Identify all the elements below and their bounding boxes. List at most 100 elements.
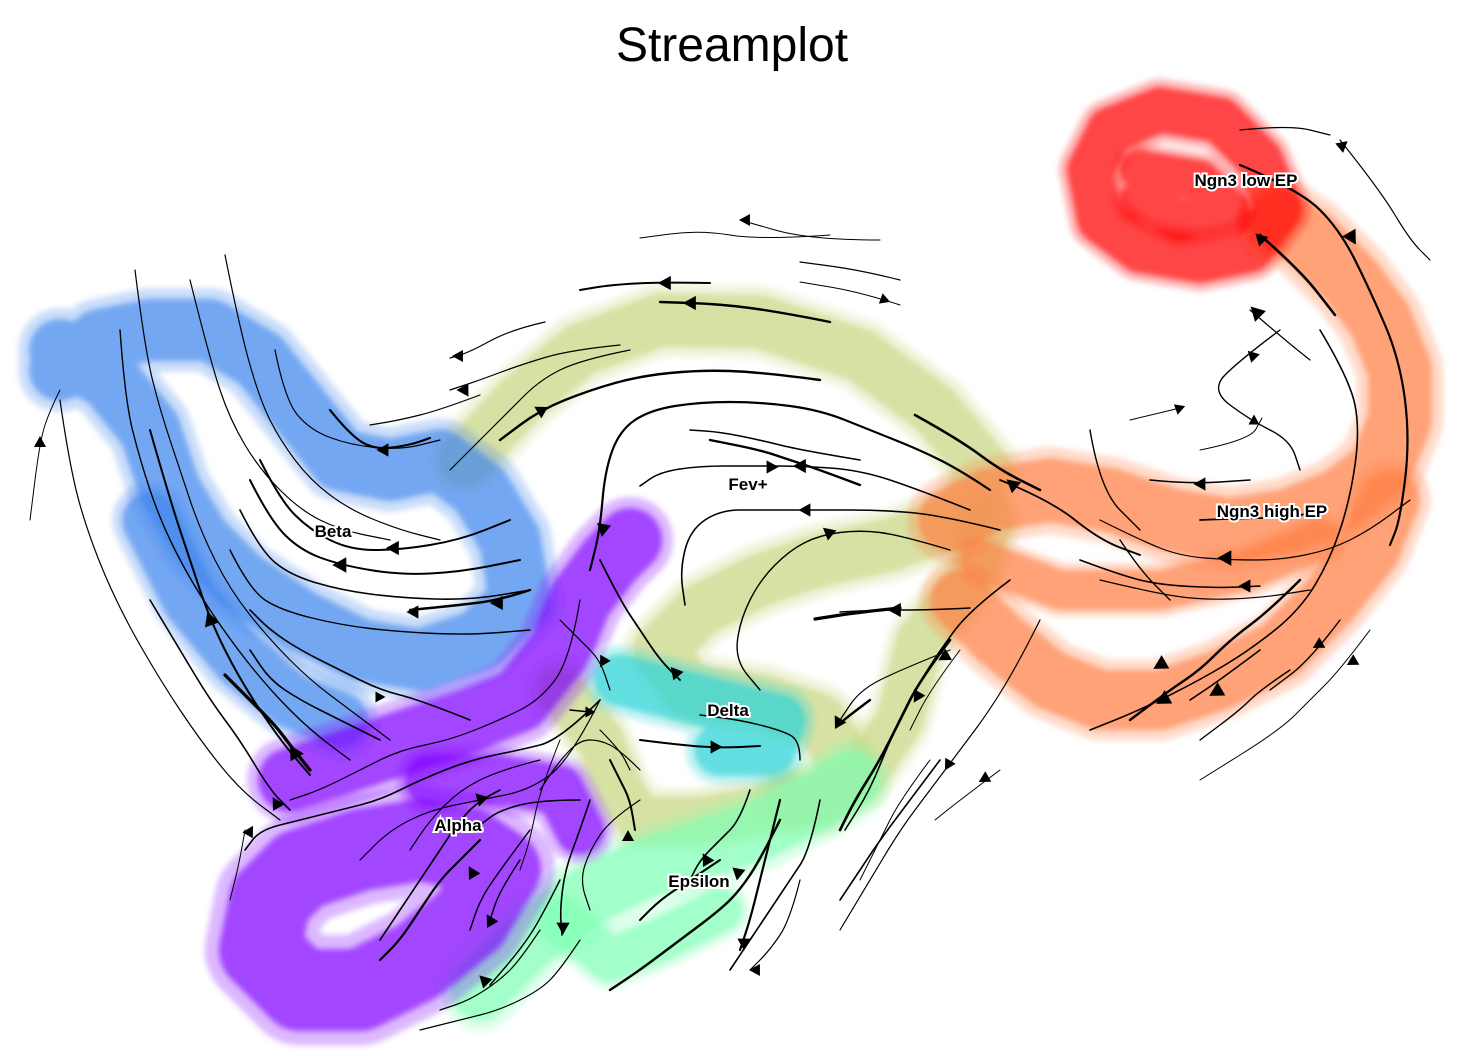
streamline	[1269, 619, 1341, 691]
stream-arrowhead	[204, 611, 220, 628]
streamline	[469, 829, 531, 931]
stream-arrowhead	[657, 275, 671, 291]
streamline	[1199, 417, 1263, 451]
streamline	[588, 400, 992, 572]
streamline	[1238, 163, 1409, 547]
streamline	[1119, 539, 1171, 601]
cluster-label: Alpha	[434, 816, 482, 835]
streamline	[799, 281, 901, 306]
streamline	[1189, 649, 1261, 701]
streamline	[59, 399, 281, 821]
stream-arrowhead	[822, 527, 837, 541]
cluster-labels: Ngn3 low EP Ngn3 high EP Fev+ Beta Alpha Delt…	[313, 169, 1330, 893]
streamline	[839, 649, 951, 721]
streamline	[689, 429, 861, 461]
stream-arrowhead	[1250, 306, 1266, 322]
stream-arrowhead	[798, 503, 811, 517]
stream-arrowhead	[375, 691, 386, 703]
stream-arrowhead	[1342, 228, 1356, 245]
cluster-label: Fev+	[728, 475, 767, 494]
streamline	[189, 279, 391, 541]
streamline	[639, 739, 761, 749]
streamline	[749, 879, 801, 971]
streamline	[439, 929, 541, 1011]
streamline	[699, 714, 801, 761]
streamline	[736, 530, 951, 691]
streamline	[408, 588, 532, 612]
streamline	[729, 799, 821, 971]
streamline	[229, 829, 246, 901]
cluster-label: Ngn3 high EP	[1217, 502, 1328, 521]
streamline	[1099, 579, 1311, 600]
streamline	[559, 799, 591, 936]
stream-arrowhead	[738, 213, 750, 227]
streamline	[1099, 499, 1411, 561]
streamline	[119, 329, 351, 761]
stream-arrowhead	[670, 666, 684, 681]
streamline	[1199, 629, 1371, 781]
streamline	[838, 638, 952, 832]
stream-arrowhead	[1217, 550, 1232, 566]
streamline	[379, 789, 501, 941]
stream-arrowhead	[451, 349, 463, 363]
streamline	[539, 739, 641, 791]
streamline	[999, 479, 1141, 556]
streamline	[489, 859, 521, 921]
stream-arrowhead	[682, 295, 696, 311]
streamlines	[29, 126, 1431, 1031]
streamline	[378, 838, 482, 962]
stream-arrowhead	[596, 522, 612, 538]
streamline	[609, 759, 636, 831]
streamline	[1089, 429, 1141, 531]
streamline	[519, 739, 561, 871]
streamline	[479, 799, 581, 826]
stream-arrowhead	[332, 557, 347, 573]
cluster-cloud	[1120, 150, 1250, 240]
streamline	[839, 759, 941, 901]
streamline	[859, 759, 931, 881]
streamline	[134, 269, 391, 741]
streamline	[836, 698, 872, 727]
stream-arrowhead	[748, 963, 760, 977]
streamline	[224, 254, 441, 541]
stream-arrowhead	[1156, 690, 1173, 704]
stream-arrowhead	[938, 648, 952, 661]
stream-arrowhead	[556, 922, 570, 935]
cluster-cloud	[930, 470, 1420, 730]
streamline	[1199, 509, 1321, 521]
stream-arrowhead	[486, 914, 499, 928]
streamline	[1217, 329, 1301, 471]
streamline	[813, 606, 902, 621]
cluster-cloud	[405, 755, 605, 855]
stream-arrowhead	[272, 797, 285, 811]
stream-arrowhead	[1209, 682, 1226, 696]
cluster-cloud	[538, 888, 742, 982]
stream-arrowhead	[887, 602, 901, 618]
stream-arrowhead	[599, 654, 611, 668]
streamline	[249, 609, 471, 721]
streamline	[689, 789, 751, 881]
stream-arrowhead	[456, 383, 469, 397]
streamline	[449, 349, 631, 471]
stream-arrowhead	[944, 757, 956, 771]
streamline	[639, 859, 721, 921]
streamline	[738, 798, 782, 952]
streamline	[680, 509, 1001, 606]
streamline	[608, 818, 782, 992]
stream-arrowhead	[1173, 404, 1186, 415]
stream-arrowhead	[766, 460, 779, 474]
streamline	[799, 261, 901, 281]
streamline	[229, 549, 531, 635]
streamline	[29, 389, 61, 521]
stream-arrowhead	[737, 938, 751, 951]
streamline	[244, 699, 601, 851]
streamline	[289, 599, 581, 801]
streamline	[419, 939, 581, 1031]
streamline	[913, 413, 1042, 492]
cluster-label: Ngn3 low EP	[1195, 171, 1298, 190]
streamline	[639, 231, 831, 239]
stream-arrowhead	[33, 435, 47, 447]
stream-arrowhead	[479, 975, 493, 989]
streamline	[498, 369, 822, 442]
